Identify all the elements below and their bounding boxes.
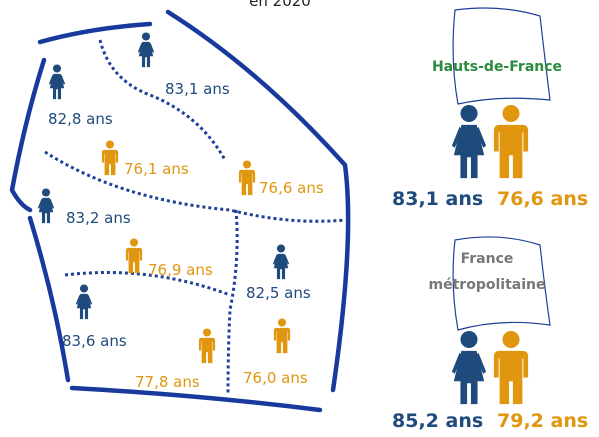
region-name: métropolitaine [429, 277, 546, 293]
woman-icon [272, 244, 290, 280]
woman-icon [37, 188, 55, 224]
label: 76,9 ans [148, 261, 213, 279]
label: 76,0 ans [243, 369, 308, 387]
woman-icon [75, 284, 93, 320]
man-icon [198, 328, 216, 364]
boundary [64, 271, 231, 297]
man-icon [493, 104, 529, 179]
boundary [98, 39, 227, 161]
title: en 2020 [249, 0, 311, 10]
map-icons [37, 32, 291, 364]
region-men: 76,6 ans [497, 188, 588, 210]
label: 77,8 ans [135, 373, 200, 391]
woman-icon [451, 104, 487, 179]
label: 82,8 ans [48, 110, 113, 128]
woman-icon [48, 64, 66, 100]
man-icon [238, 160, 256, 196]
region-women: 83,1 ans [392, 188, 483, 210]
border [27, 215, 71, 383]
man-icon [101, 140, 119, 176]
region-outline [452, 236, 551, 331]
region-panel: Hauts-de-France 83,1 ans 76,6 ans France… [392, 7, 588, 432]
woman-icon [137, 32, 155, 68]
boundary [226, 209, 239, 396]
map-labels: 83,1 ans 82,8 ans 76,1 ans 76,6 ans 83,2… [48, 80, 324, 391]
label: 76,6 ans [259, 179, 324, 197]
label: 82,5 ans [246, 284, 311, 302]
region-name: France [461, 251, 514, 267]
region-women: 85,2 ans [392, 410, 483, 432]
label: 83,1 ans [165, 80, 230, 98]
man-icon [125, 238, 143, 274]
border [9, 57, 47, 213]
map [9, 9, 351, 413]
boundary [44, 150, 346, 223]
label: 83,6 ans [62, 332, 127, 350]
border [37, 21, 153, 45]
border [165, 9, 351, 393]
woman-icon [451, 330, 487, 405]
man-icon [273, 318, 291, 354]
region-outline [452, 7, 551, 105]
region-name: Hauts-de-France [432, 59, 562, 75]
man-icon [493, 330, 529, 405]
border [69, 385, 323, 413]
label: 83,2 ans [66, 209, 131, 227]
label: 76,1 ans [124, 160, 189, 178]
region-men: 79,2 ans [497, 410, 588, 432]
